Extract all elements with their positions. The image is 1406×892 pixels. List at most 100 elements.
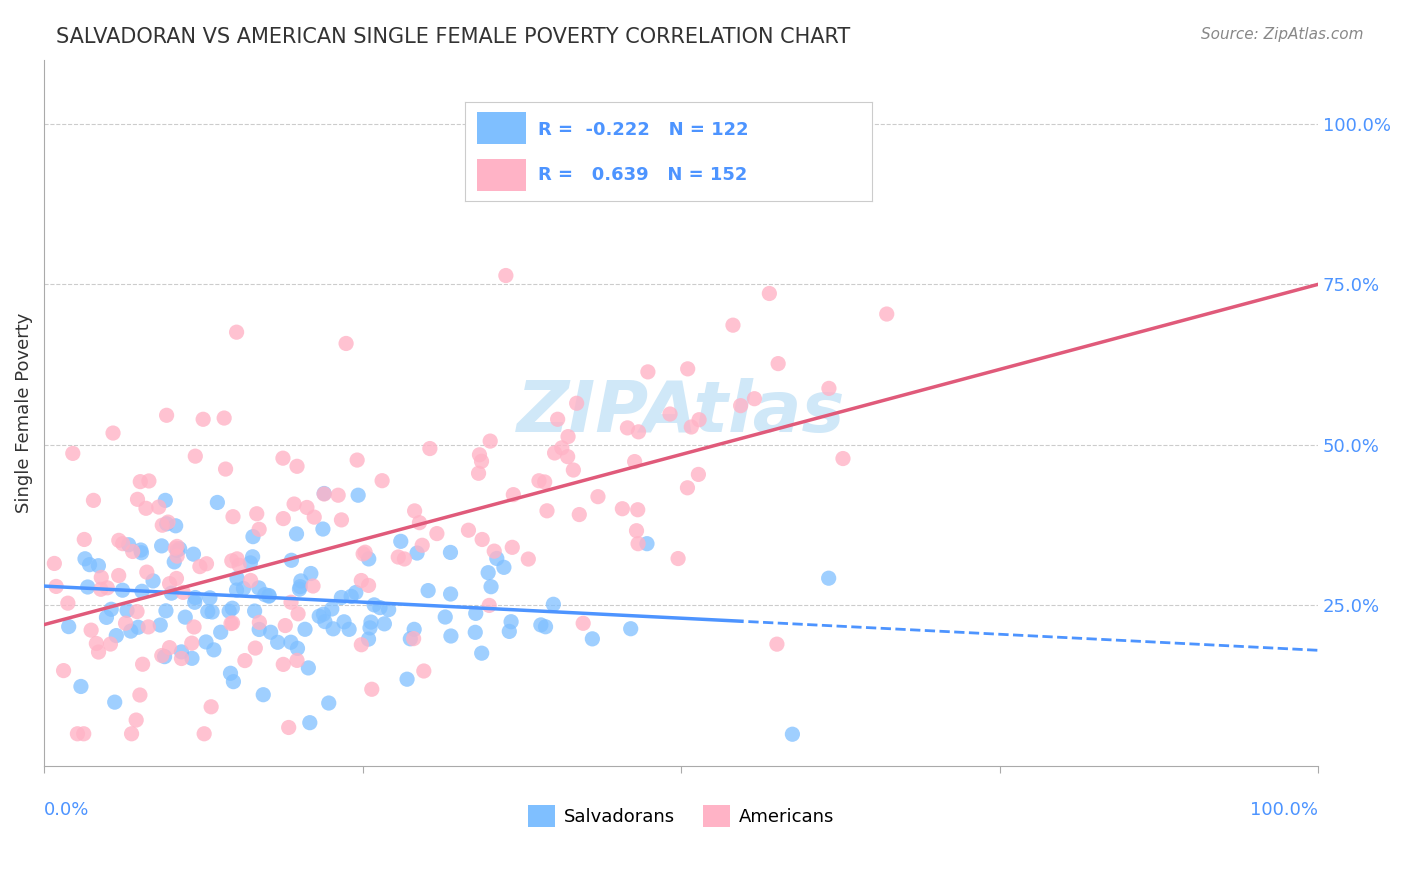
Point — [295, 500, 318, 515]
Point — [242, 549, 264, 564]
Point — [266, 635, 288, 649]
Point — [495, 268, 517, 283]
Point — [534, 620, 557, 634]
Point — [218, 604, 240, 618]
Point — [271, 451, 294, 466]
Point — [148, 500, 170, 514]
Point — [721, 318, 744, 333]
Point — [368, 600, 391, 615]
Point — [165, 541, 187, 556]
Point — [226, 571, 249, 585]
Point — [170, 645, 193, 659]
Point — [150, 648, 173, 663]
Point — [44, 557, 66, 571]
Point — [222, 509, 245, 524]
Point — [172, 585, 194, 599]
Point — [246, 507, 269, 521]
Point — [184, 449, 207, 463]
Point — [280, 635, 302, 649]
Point — [623, 454, 645, 468]
Point — [165, 518, 187, 533]
Point — [471, 646, 494, 660]
Point — [107, 568, 129, 582]
Point — [118, 538, 141, 552]
Point — [96, 610, 118, 624]
Point — [527, 474, 550, 488]
Point — [344, 585, 367, 599]
Point — [79, 558, 101, 572]
Point — [66, 727, 89, 741]
Point — [128, 688, 150, 702]
Point — [636, 537, 658, 551]
Point — [543, 597, 565, 611]
Point — [479, 580, 502, 594]
Point — [82, 493, 104, 508]
Y-axis label: Single Female Poverty: Single Female Poverty — [15, 312, 32, 513]
Point — [125, 713, 148, 727]
Point — [581, 632, 603, 646]
Point — [373, 616, 395, 631]
Point — [287, 607, 309, 621]
Point — [174, 610, 197, 624]
Point — [70, 680, 93, 694]
Point — [350, 574, 373, 588]
Point — [572, 616, 595, 631]
Point — [201, 605, 224, 619]
Point — [562, 463, 585, 477]
Point — [688, 413, 710, 427]
Point — [484, 544, 506, 558]
Point — [298, 715, 321, 730]
Point — [100, 602, 122, 616]
Point — [149, 618, 172, 632]
Point — [160, 586, 183, 600]
Point — [478, 599, 501, 613]
Point — [387, 549, 409, 564]
Point — [360, 615, 382, 629]
Point — [52, 664, 75, 678]
Point — [530, 618, 553, 632]
Point — [586, 490, 609, 504]
Point — [107, 533, 129, 548]
Point — [100, 637, 122, 651]
Point — [412, 664, 434, 678]
Point — [169, 541, 191, 556]
Text: 100.0%: 100.0% — [1250, 801, 1319, 820]
Point — [312, 522, 335, 536]
Point — [440, 629, 463, 643]
Point — [280, 553, 302, 567]
Point — [90, 570, 112, 584]
Point — [627, 425, 650, 439]
Point — [337, 623, 360, 637]
Point — [314, 615, 336, 629]
Point — [302, 510, 325, 524]
Point — [87, 645, 110, 659]
Point — [219, 616, 242, 631]
Point — [637, 365, 659, 379]
Point — [612, 501, 634, 516]
Point — [96, 581, 118, 595]
Point — [363, 598, 385, 612]
Point — [188, 559, 211, 574]
Point — [357, 578, 380, 592]
Point — [285, 459, 308, 474]
Point — [501, 615, 523, 629]
Point — [221, 554, 243, 568]
Point — [166, 543, 188, 558]
Point — [219, 666, 242, 681]
Point — [56, 596, 79, 610]
Point — [136, 620, 159, 634]
Point — [131, 546, 153, 560]
Point — [477, 566, 499, 580]
Point — [328, 488, 350, 502]
Point — [73, 727, 96, 741]
Point — [197, 605, 219, 619]
Point — [389, 534, 412, 549]
Text: 0.0%: 0.0% — [44, 801, 90, 820]
Point — [285, 527, 308, 541]
Point — [340, 590, 363, 604]
Point — [557, 450, 579, 464]
Legend: Salvadorans, Americans: Salvadorans, Americans — [522, 798, 841, 835]
Point — [766, 637, 789, 651]
Point — [287, 641, 309, 656]
Point — [346, 453, 368, 467]
